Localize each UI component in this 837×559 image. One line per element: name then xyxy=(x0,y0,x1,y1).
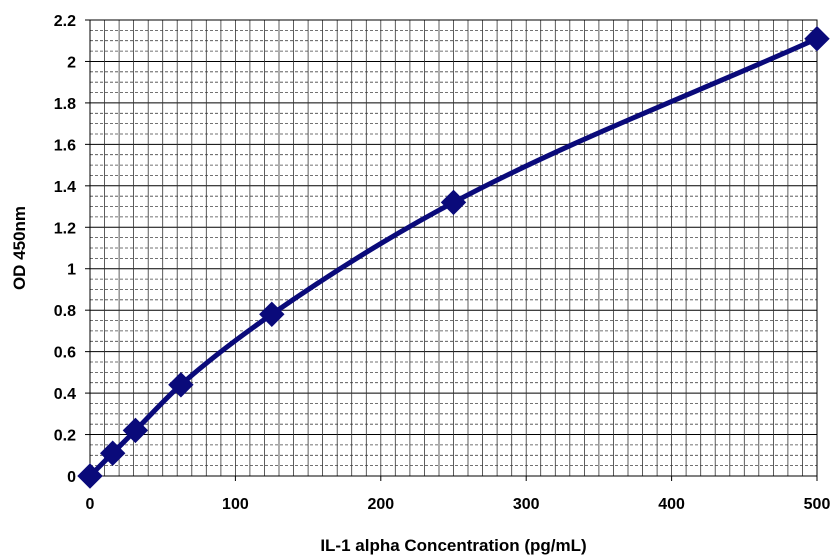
data-point-marker xyxy=(77,463,103,489)
y-tick-label: 0.8 xyxy=(54,303,76,320)
y-tick-label: 1 xyxy=(67,262,76,279)
y-tick-label: 0.2 xyxy=(54,428,76,445)
plot-border xyxy=(89,19,818,477)
series-layer xyxy=(77,25,830,489)
grid xyxy=(90,20,817,476)
x-tick-label: 500 xyxy=(804,496,831,513)
y-tick-label: 0 xyxy=(67,469,76,486)
x-tick-label: 300 xyxy=(513,496,540,513)
y-tick-label: 2 xyxy=(67,54,76,71)
y-tick-label: 1.4 xyxy=(54,179,76,196)
y-tick-label: 1.8 xyxy=(54,96,76,113)
x-tick-label: 200 xyxy=(367,496,394,513)
y-tick-label: 1.6 xyxy=(54,137,76,154)
y-axis-title: OD 450nm xyxy=(10,206,29,290)
x-tick-label: 100 xyxy=(222,496,249,513)
data-point-marker xyxy=(99,440,126,466)
x-tick-label: 400 xyxy=(658,496,685,513)
y-tick-label: 0.4 xyxy=(54,386,76,403)
x-tick-label: 0 xyxy=(86,496,95,513)
x-axis-ticks: 0 100 200 300 400 500 xyxy=(86,476,831,513)
data-point-marker xyxy=(804,25,830,52)
data-point-marker xyxy=(168,372,194,398)
series-line xyxy=(87,36,820,479)
data-point-marker xyxy=(440,189,467,216)
plot-area xyxy=(89,19,818,477)
x-axis-title: IL-1 alpha Concentration (pg/mL) xyxy=(320,536,586,555)
data-point-marker xyxy=(259,301,285,328)
y-tick-label: 1.2 xyxy=(54,220,76,237)
y-tick-label: 0.6 xyxy=(54,345,76,362)
y-tick-label: 2.2 xyxy=(54,13,76,30)
data-point-marker xyxy=(122,417,149,444)
y-axis-ticks: 0 0.2 0.4 0.6 0.8 1 1.2 1.4 1.6 1.8 2 2.2 xyxy=(54,13,90,486)
